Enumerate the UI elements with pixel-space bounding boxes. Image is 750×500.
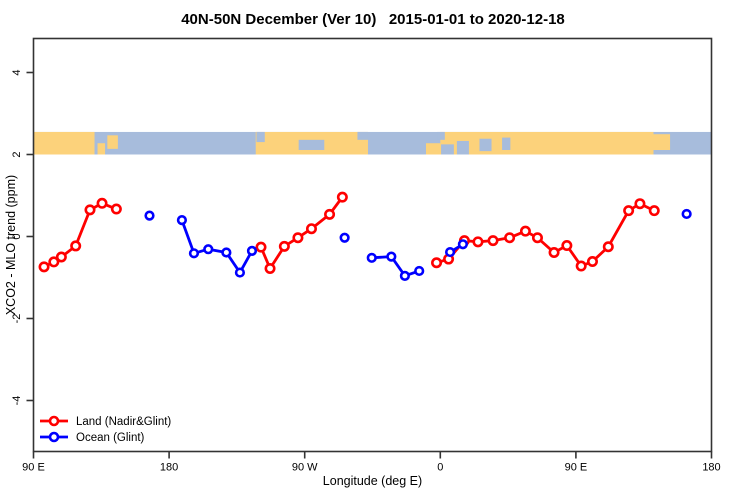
ocean-series-point: [366, 252, 377, 263]
x-axis-label: Longitude (deg E): [322, 474, 423, 488]
land-series-point: [55, 251, 67, 263]
map-strip-land: [425, 143, 442, 155]
x-tick-label: 180: [702, 462, 720, 474]
map-strip-land: [440, 131, 654, 155]
x-tick-label: 90 E: [22, 462, 45, 474]
y-tick-label: -2: [11, 314, 23, 324]
ocean-series-point: [444, 246, 456, 258]
land-series-point: [110, 203, 122, 215]
land-series-point: [38, 261, 50, 273]
map-strip-land: [652, 134, 671, 150]
land-series-point: [575, 260, 587, 272]
land-series-point: [292, 232, 304, 244]
land-series-point: [519, 225, 531, 237]
ocean-series-point: [246, 245, 258, 256]
map-strip-ocean-patch: [441, 144, 454, 155]
y-tick-label: 4: [11, 69, 23, 75]
ocean-series-point: [414, 265, 425, 277]
y-tick-label: 2: [11, 151, 23, 157]
ocean-series-point: [399, 270, 410, 281]
map-strip-ocean-patch: [456, 140, 469, 155]
plot-box: [32, 37, 713, 453]
ocean-series-point: [234, 267, 246, 278]
land-series-point: [324, 208, 336, 220]
map-strip-ocean-patch: [479, 138, 492, 152]
land-series-point: [96, 197, 108, 209]
map-strip-ocean-patch: [298, 139, 325, 150]
y-tick-label: -4: [11, 396, 23, 406]
land-series-line: [436, 202, 655, 268]
ocean-series-point: [339, 232, 350, 243]
ocean-series-point: [386, 251, 397, 262]
land-series-point: [602, 241, 614, 253]
ocean-series-point: [144, 210, 155, 221]
legend-ocean-swatch-marker-icon: [48, 431, 60, 443]
land-series-point: [472, 236, 484, 248]
land-series-point: [305, 223, 317, 235]
land-series-point: [255, 241, 267, 253]
x-tick-label: 180: [160, 462, 178, 474]
land-series-point: [548, 246, 560, 258]
y-tick-label: 0: [11, 233, 23, 239]
map-strip-ocean-patch: [256, 131, 265, 143]
map-strip-ocean-patch: [437, 131, 445, 140]
ocean-series-line: [371, 255, 420, 278]
land-series-point: [48, 256, 60, 268]
legend-land-swatch-marker-icon: [48, 415, 60, 427]
land-series-point: [531, 232, 543, 244]
land-series-point: [278, 240, 290, 252]
map-strip-ocean-patch: [502, 137, 511, 150]
legend-ocean-label: Ocean (Glint): [76, 432, 145, 444]
land-series-point: [586, 256, 598, 268]
land-series-point: [561, 240, 573, 252]
ocean-series-point: [188, 248, 200, 259]
ocean-series-point: [457, 239, 469, 250]
ocean-series-point: [221, 247, 232, 258]
land-series-point: [504, 232, 516, 244]
ocean-series-point: [203, 244, 214, 255]
map-strip-ocean-patch: [357, 131, 368, 140]
chart-title: 40N-50N December (Ver 10) 2015-01-01 to …: [181, 11, 565, 28]
land-series-point: [431, 257, 443, 269]
land-series-point: [487, 235, 499, 247]
x-tick-label: 90 W: [292, 462, 318, 474]
land-series-point: [336, 191, 348, 203]
land-series-point: [264, 262, 276, 274]
map-strip-land: [33, 131, 95, 155]
legend-land-label: Land (Nadir&Glint): [76, 416, 171, 428]
land-series-point: [634, 198, 646, 210]
ocean-series-line: [180, 219, 254, 276]
land-series-point: [70, 240, 82, 252]
x-tick-label: 90 E: [565, 462, 588, 474]
map-strip-land: [97, 143, 106, 155]
land-series-point: [623, 205, 635, 217]
land-series-point: [84, 204, 96, 216]
x-tick-label: 0: [437, 462, 443, 474]
map-strip-land: [107, 135, 118, 149]
ocean-series-point: [176, 215, 188, 226]
land-series-line: [259, 196, 344, 272]
ocean-series-point: [681, 208, 692, 220]
land-series-point: [648, 205, 660, 217]
